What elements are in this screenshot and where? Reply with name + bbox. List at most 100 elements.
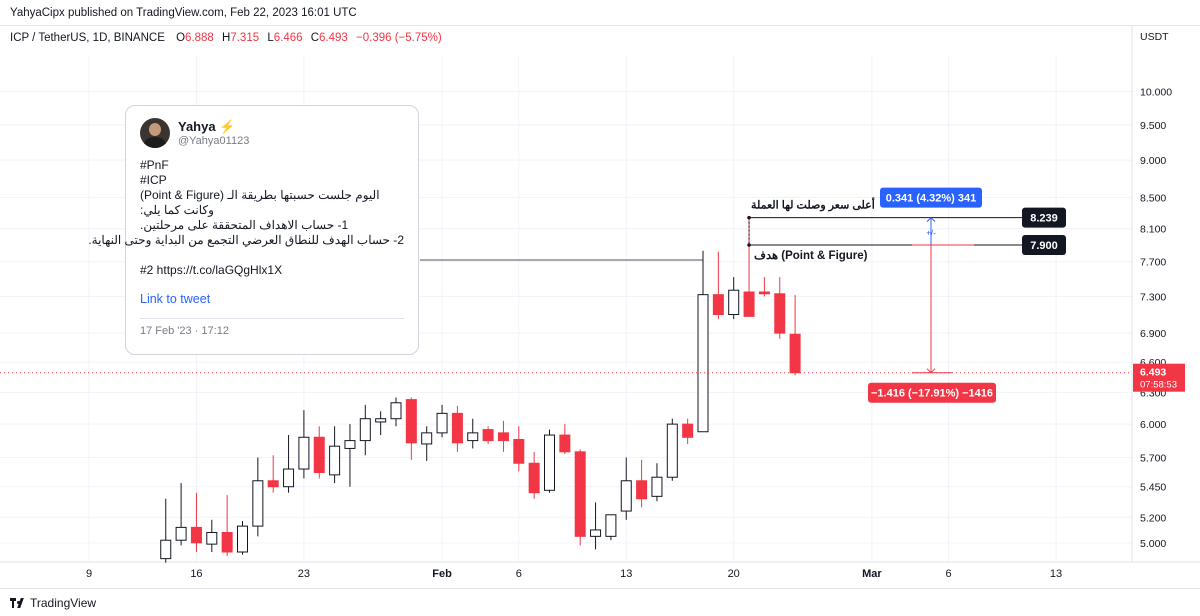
price-tick-label: 6.900	[1140, 328, 1166, 340]
tweet-line: 1- حساب الاهداف المتحققة على مرحلتين.	[140, 218, 349, 232]
price-tick-label: 9.000	[1140, 155, 1166, 167]
tweet-author: Yahya	[178, 119, 216, 134]
candle-body	[436, 412, 448, 434]
price-tick-label: 10.000	[1140, 87, 1172, 99]
candle	[405, 397, 417, 460]
candle	[206, 519, 218, 552]
svg-text:0.341 (4.32%) 341: 0.341 (4.32%) 341	[886, 193, 977, 205]
candle-body	[221, 531, 233, 553]
candle-body	[344, 440, 356, 449]
candle	[559, 424, 571, 455]
candle-body	[283, 468, 295, 488]
candle-body	[206, 531, 218, 545]
candle	[513, 426, 525, 472]
currency-label: USDT	[1140, 31, 1169, 43]
candle-body	[329, 445, 341, 476]
candle-body	[252, 480, 264, 527]
close-value: 6.493	[319, 32, 348, 44]
tweet-handle: @Yahya01123	[178, 135, 250, 147]
tradingview-logo-icon	[10, 597, 24, 608]
candle	[298, 410, 310, 479]
candle-body	[190, 526, 202, 544]
price-tick-label: 7.700	[1140, 257, 1166, 269]
time-tick-label: 16	[190, 568, 202, 580]
candle	[252, 457, 264, 537]
divider	[140, 318, 404, 319]
price-tick-label: 6.000	[1140, 419, 1166, 431]
tweet-link[interactable]: Link to tweet	[140, 292, 211, 306]
price-tick-label: 5.700	[1140, 453, 1166, 465]
candle-body	[313, 436, 325, 474]
up-measure-badge: 0.341 (4.32%) 341	[880, 187, 982, 208]
candle-body	[482, 429, 494, 442]
candle-body	[728, 289, 740, 316]
candle	[666, 418, 678, 481]
candle	[497, 420, 509, 452]
candle-body	[421, 432, 433, 445]
time-tick-label: 20	[728, 568, 740, 580]
symbol-name: ICP / TetherUS, 1D, BINANCE	[10, 32, 165, 44]
candle-body	[636, 480, 648, 500]
high-value: 7.315	[230, 32, 259, 44]
candle-body	[559, 434, 571, 453]
candle-body	[789, 333, 801, 374]
time-axis: 9 16 23 Feb 6 13 20 Mar 6 13	[86, 568, 1062, 580]
candle-body	[359, 418, 371, 442]
candle-body	[774, 293, 786, 334]
candle	[467, 418, 479, 449]
time-tick-label: 6	[516, 568, 522, 580]
tweet-card: Yahya ⚡ @Yahya01123 #PnF #ICP اليوم جلست ح…	[88, 105, 419, 355]
candle-body	[267, 480, 279, 488]
candle-body	[467, 432, 479, 442]
high-annotation: أعلى سعر وصلت لها العملة	[751, 198, 875, 212]
candle-body	[712, 294, 724, 316]
candle	[697, 250, 709, 433]
candle	[190, 492, 202, 552]
candle	[313, 426, 325, 479]
tweet-connector	[420, 254, 704, 261]
down-measure-badge: −1.416 (−17.91%) −1416	[868, 382, 996, 403]
candle-body	[375, 418, 387, 423]
open-value: 6.888	[185, 32, 214, 44]
tweet-line: 2- حساب الهدف للنطاق العرضي التجمع من ال…	[88, 233, 404, 247]
candle	[482, 426, 494, 444]
candle-body	[405, 399, 417, 444]
candle	[329, 426, 341, 484]
candle-body	[697, 294, 709, 433]
candle-body	[390, 402, 402, 420]
candle	[605, 514, 617, 541]
candle	[728, 277, 740, 320]
svg-text:8.239: 8.239	[1030, 213, 1058, 225]
countdown: 07:58:53	[1140, 380, 1177, 391]
candle-body	[497, 432, 509, 442]
tweet-line: اليوم جلست حسبتها بطريقة الـ (Point & Fi…	[140, 188, 380, 202]
time-tick-label: 13	[1050, 568, 1062, 580]
price-tick-label: 5.200	[1140, 512, 1166, 524]
time-tick-label: Feb	[432, 568, 452, 580]
tweet-line: #PnF	[140, 158, 169, 172]
candle	[344, 424, 356, 487]
price-tick-label: 5.000	[1140, 538, 1166, 550]
tweet-line: #ICP	[140, 173, 167, 187]
candle	[175, 483, 187, 546]
candles	[160, 217, 801, 563]
candle-body	[743, 291, 755, 317]
price-tick-label: 9.500	[1140, 120, 1166, 132]
footer: TradingView	[0, 588, 1200, 616]
price-axis: 10.000 9.500 9.000 8.500 8.100 7.700 7.300 6.90…	[1140, 87, 1172, 550]
candle-body	[528, 462, 540, 494]
candle	[789, 295, 801, 376]
avatar	[140, 118, 170, 148]
candle	[359, 404, 371, 456]
candle-body	[666, 423, 678, 478]
level-dot	[747, 215, 751, 220]
candle-body	[590, 529, 602, 537]
high-price-badge: 8.239	[1022, 207, 1066, 228]
candle-body	[758, 291, 770, 295]
brand-name: TradingView	[30, 595, 97, 610]
low-value: 6.466	[274, 32, 303, 44]
time-tick-label: 13	[620, 568, 632, 580]
price-tick-label: 5.450	[1140, 482, 1166, 494]
candle	[283, 435, 295, 493]
